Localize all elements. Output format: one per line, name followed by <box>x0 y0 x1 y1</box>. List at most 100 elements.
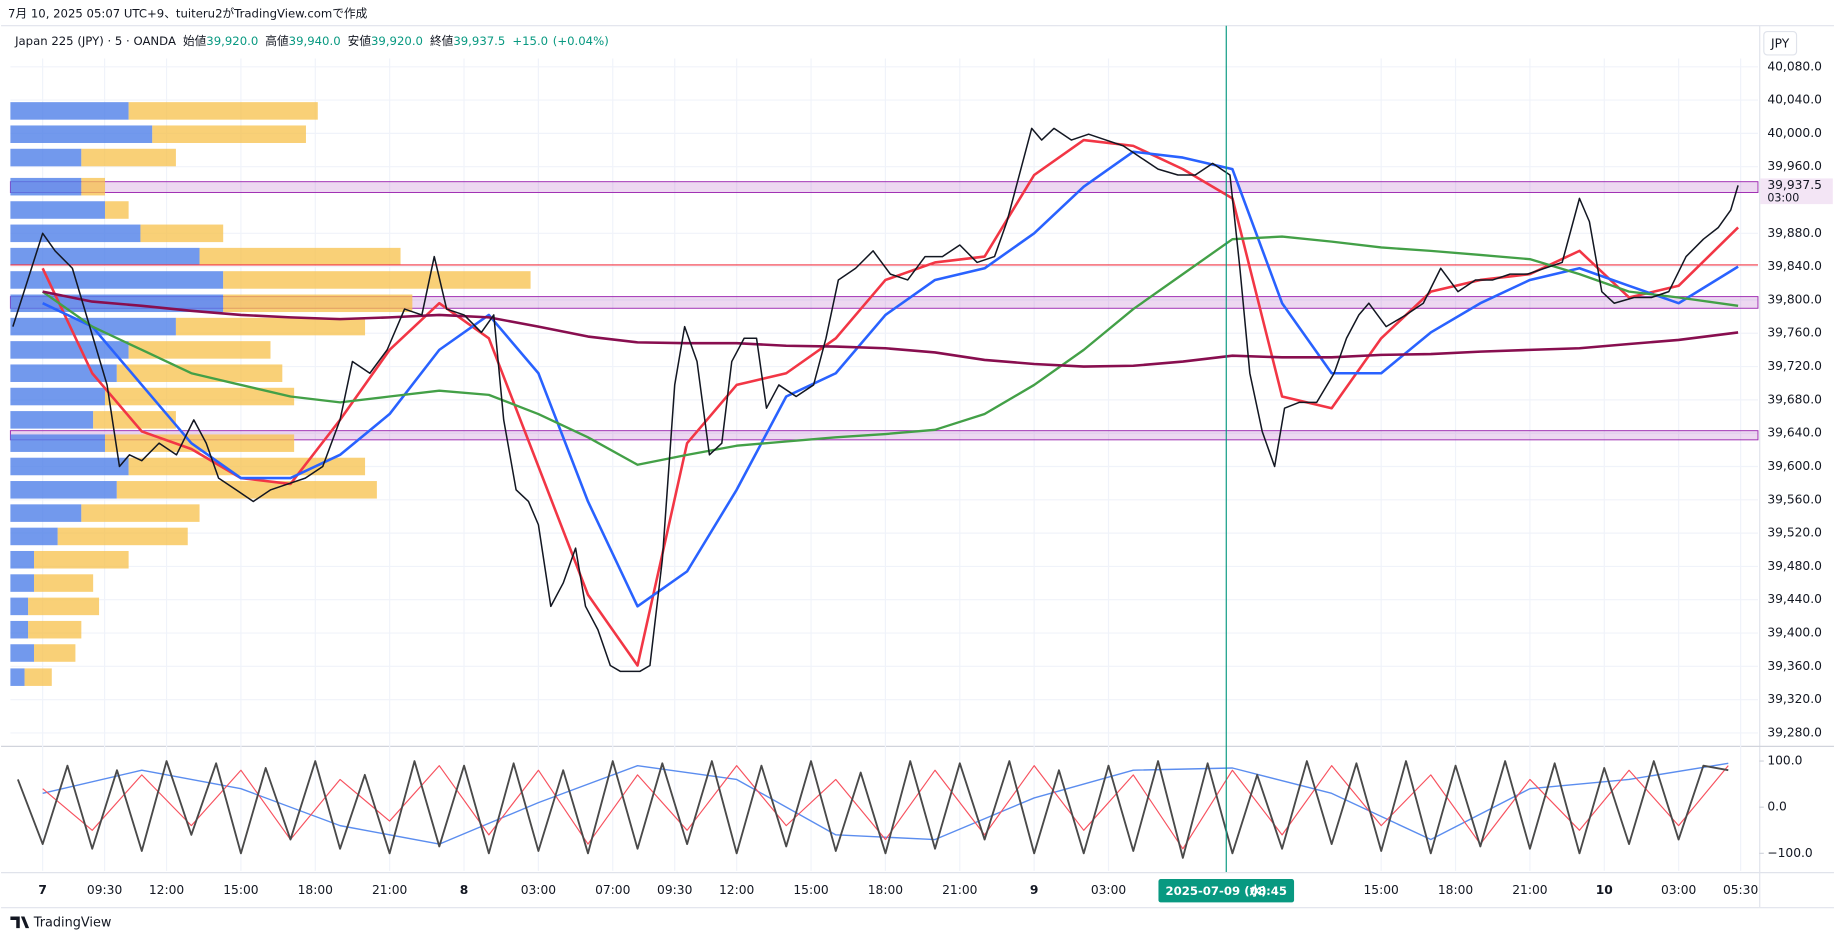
series-line <box>17 760 1729 859</box>
y-tick-label: 0.0 <box>1767 800 1787 814</box>
volume-buy <box>10 481 117 499</box>
y-tick-label: 40,000.0 <box>1767 126 1822 140</box>
volume-buy <box>10 125 153 143</box>
change: +15.0 <box>512 33 548 47</box>
x-tick-label: 15:00 <box>793 883 828 897</box>
volume-sell <box>81 177 105 196</box>
x-tick-label: 09:30 <box>87 883 122 897</box>
crosshair-date: 2025-07-09 (水) <box>1165 884 1266 898</box>
volume-sell <box>116 364 283 382</box>
series-line <box>41 235 1739 466</box>
x-tick-label: 18:00 <box>868 883 903 897</box>
x-tick-label: 9 <box>1030 883 1039 897</box>
y-tick-label: 40,080.0 <box>1767 59 1822 73</box>
y-tick-label: 39,720.0 <box>1767 359 1822 373</box>
y-tick-label: 100.0 <box>1767 754 1802 768</box>
volume-sell <box>128 341 271 359</box>
x-tick-label: 07:00 <box>595 883 630 897</box>
volume-sell <box>116 481 377 499</box>
volume-sell <box>57 527 188 546</box>
ohlc-name: 終値 <box>430 33 454 47</box>
series-line <box>42 762 1729 845</box>
x-tick-label: 09:30 <box>657 883 692 897</box>
volume-sell <box>223 271 531 289</box>
y-tick-label: 39,440.0 <box>1767 592 1822 606</box>
currency-box[interactable] <box>1763 30 1798 56</box>
volume-buy <box>10 224 141 243</box>
x-tick-label: 21:00 <box>942 883 977 897</box>
ohlc-name: 始値 <box>183 33 207 47</box>
volume-sell <box>128 102 318 120</box>
x-tick-label: 12:00 <box>149 883 184 897</box>
volume-buy <box>10 247 200 266</box>
volume-sell <box>140 224 224 243</box>
volume-buy <box>10 527 58 546</box>
y-tick-label: 39,600.0 <box>1767 459 1822 473</box>
y-tick-label: 39,480.0 <box>1767 559 1822 573</box>
x-tick-label: 03:00 <box>1661 883 1696 897</box>
symbol: Japan 225 (JPY) · 5 · OANDA <box>14 33 176 47</box>
y-tick-label: 39,760.0 <box>1767 326 1822 340</box>
volume-buy <box>10 341 129 359</box>
volume-buy <box>10 387 105 406</box>
y-tick-label: −100.0 <box>1767 846 1812 860</box>
ohlc-value: 39,920.0 <box>371 33 423 47</box>
volume-sell <box>104 387 295 406</box>
volume-sell <box>28 620 82 639</box>
y-tick-label: 39,800.0 <box>1767 292 1822 306</box>
countdown-label: 03:00 <box>1767 191 1799 204</box>
volume-buy <box>10 574 35 592</box>
volume-buy <box>10 620 29 639</box>
y-tick-label: 39,680.0 <box>1767 392 1822 406</box>
x-tick-label: 03:00 <box>1091 883 1126 897</box>
x-tick-label: 18:00 <box>1438 883 1473 897</box>
y-tick-label: 39,640.0 <box>1767 426 1822 440</box>
volume-buy <box>10 597 29 616</box>
y-tick-label: 39,880.0 <box>1767 226 1822 240</box>
y-tick-label: 39,320.0 <box>1767 692 1822 706</box>
y-tick-label: 39,520.0 <box>1767 526 1822 540</box>
volume-sell <box>104 434 295 452</box>
y-tick-label: 40,040.0 <box>1767 93 1822 107</box>
x-tick-label: 15:00 <box>223 883 258 897</box>
volume-buy <box>10 177 82 196</box>
x-tick-label: 21:00 <box>372 883 407 897</box>
volume-sell <box>34 550 129 569</box>
y-tick-label: 39,840.0 <box>1767 259 1822 273</box>
volume-buy <box>10 504 82 522</box>
volume-sell <box>152 125 306 143</box>
brand-logo <box>10 916 30 929</box>
crosshair-time-box <box>1158 879 1295 903</box>
currency: JPY <box>1770 36 1790 50</box>
volume-buy <box>10 201 105 219</box>
crosshair-time: 08:45 <box>1250 884 1287 898</box>
zone <box>9 181 1759 193</box>
series-line <box>42 290 1739 368</box>
series-line <box>12 127 1739 673</box>
ohlc-name: 安値 <box>348 33 372 47</box>
volume-buy <box>10 644 35 662</box>
y-tick-label: 39,960.0 <box>1767 159 1822 173</box>
volume-buy <box>10 550 35 569</box>
x-tick-label: 10 <box>1596 883 1613 897</box>
volume-buy <box>10 148 82 167</box>
volume-sell <box>34 574 94 592</box>
volume-sell <box>104 201 129 219</box>
volume-sell <box>223 294 413 313</box>
volume-buy <box>10 102 129 120</box>
y-tick-label: 39,400.0 <box>1767 626 1822 640</box>
last-price-label: 39,937.5 <box>1767 178 1822 192</box>
y-tick-label: 39,560.0 <box>1767 492 1822 506</box>
volume-sell <box>81 148 176 167</box>
volume-sell <box>81 504 200 522</box>
volume-buy <box>10 411 94 429</box>
volume-sell <box>93 411 176 429</box>
x-tick-label: 21:00 <box>1512 883 1547 897</box>
change-pct: (+0.04%) <box>553 33 609 47</box>
symbol-legend: Japan 225 (JPY) · 5 · OANDA 始値39,920.0 高値3… <box>14 33 609 47</box>
x-tick-label: 7 <box>38 883 47 897</box>
series-line <box>41 138 1739 667</box>
y-tick-label: 39,280.0 <box>1767 725 1822 739</box>
volume-sell <box>28 597 100 616</box>
